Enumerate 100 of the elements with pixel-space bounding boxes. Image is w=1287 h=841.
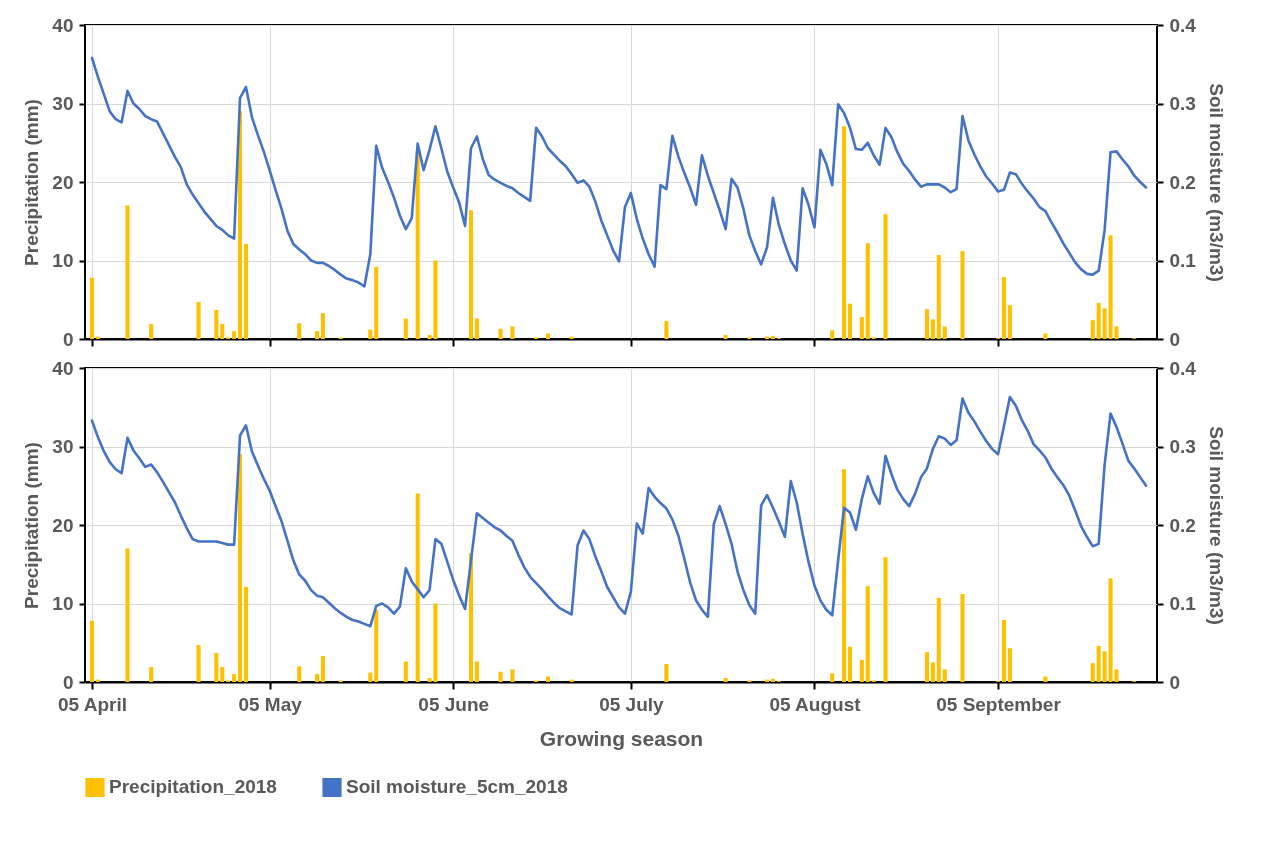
y2-tick-label: 0.3 <box>1169 93 1196 114</box>
bar <box>243 244 248 339</box>
bar <box>545 333 550 339</box>
bar <box>936 255 941 339</box>
y-tick-label: 10 <box>52 250 74 271</box>
bar <box>498 671 503 682</box>
bar <box>89 277 95 339</box>
bar <box>545 676 550 682</box>
x-tick-label: 05 April <box>57 693 127 715</box>
y2-tick-label: 0.2 <box>1169 514 1196 536</box>
bar <box>243 587 248 682</box>
bar <box>770 335 776 339</box>
bar <box>374 266 379 339</box>
bar <box>149 667 154 682</box>
bar <box>1001 619 1006 682</box>
y-tick-label: 10 <box>52 593 74 614</box>
line-series <box>90 395 1148 628</box>
bar <box>1007 305 1012 339</box>
bar <box>125 548 130 682</box>
bar <box>664 663 669 682</box>
y-axis-title: Precipitation (mm) <box>21 442 43 609</box>
bar <box>474 661 479 682</box>
line-series <box>90 56 1148 288</box>
bar <box>1090 663 1095 682</box>
bar <box>415 150 420 339</box>
x-tick-label: 05 August <box>769 693 862 715</box>
bar <box>960 594 965 682</box>
y-tick-label: 0 <box>62 328 74 350</box>
bar <box>924 309 929 339</box>
bar <box>842 126 847 339</box>
bar <box>320 313 325 339</box>
bar <box>1043 333 1048 339</box>
bar <box>232 331 237 339</box>
bar <box>859 660 864 682</box>
bar <box>842 469 847 682</box>
bar <box>942 326 947 339</box>
y-tick-label: 20 <box>52 171 74 193</box>
bar <box>942 669 947 682</box>
bar <box>664 320 669 339</box>
y-tick-label: 30 <box>52 93 74 114</box>
bar <box>220 324 225 339</box>
bar <box>930 662 935 682</box>
bar <box>89 620 95 682</box>
bar <box>1096 645 1101 682</box>
bar <box>1102 308 1107 339</box>
y2-tick-label: 0.4 <box>1169 14 1197 36</box>
bar <box>1090 320 1095 339</box>
bar <box>847 303 853 339</box>
bar <box>474 318 479 339</box>
bar <box>830 673 835 682</box>
bar <box>403 318 408 339</box>
y2-tick-label: 0.1 <box>1169 250 1197 271</box>
x-tick-label: 05 June <box>418 693 490 715</box>
bar <box>865 586 870 682</box>
bar <box>214 309 219 339</box>
x-tick-label: 05 May <box>238 693 303 715</box>
bar <box>232 674 237 682</box>
bar <box>125 205 130 339</box>
bar <box>314 674 320 682</box>
bar <box>1007 648 1012 682</box>
legend-label: Soil moisture_5cm_2018 <box>346 776 568 798</box>
bar <box>924 652 929 682</box>
y-tick-label: 40 <box>52 14 74 36</box>
y2-axis-title: Soil moisture (m3/m3) <box>1205 426 1227 625</box>
bar <box>510 326 515 339</box>
bar <box>770 678 776 682</box>
bar <box>403 661 408 682</box>
bar <box>936 598 941 682</box>
bar <box>883 557 888 682</box>
bar <box>510 669 515 682</box>
y2-tick-label: 0.1 <box>1169 593 1197 614</box>
y-tick-label: 30 <box>52 436 74 457</box>
bar <box>1001 276 1006 339</box>
y2-tick-label: 0.2 <box>1169 171 1196 193</box>
bar <box>865 243 870 339</box>
x-tick-label: 05 September <box>936 693 1062 715</box>
bar <box>314 331 320 339</box>
bar <box>1102 651 1107 682</box>
x-axis-title: Growing season <box>539 726 704 750</box>
bar <box>930 319 935 339</box>
legend-label: Precipitation_2018 <box>109 776 277 798</box>
bar <box>847 646 853 682</box>
bar <box>214 652 219 682</box>
bar <box>374 609 379 682</box>
bar <box>320 656 325 682</box>
bar <box>237 454 243 682</box>
bar <box>196 302 201 339</box>
y2-axis-title: Soil moisture (m3/m3) <box>1205 83 1227 282</box>
y2-tick-label: 0 <box>1169 328 1181 350</box>
y2-tick-label: 0.4 <box>1169 357 1197 379</box>
bar <box>368 329 373 339</box>
y2-tick-label: 0.3 <box>1169 436 1196 457</box>
y-axis-title: Precipitation (mm) <box>21 99 43 266</box>
bar <box>960 251 965 339</box>
bar <box>1096 302 1101 339</box>
bar <box>297 666 302 682</box>
x-tick-label: 05 July <box>599 693 665 715</box>
y-tick-label: 20 <box>52 514 74 536</box>
bar <box>723 678 728 682</box>
bar <box>830 330 835 339</box>
